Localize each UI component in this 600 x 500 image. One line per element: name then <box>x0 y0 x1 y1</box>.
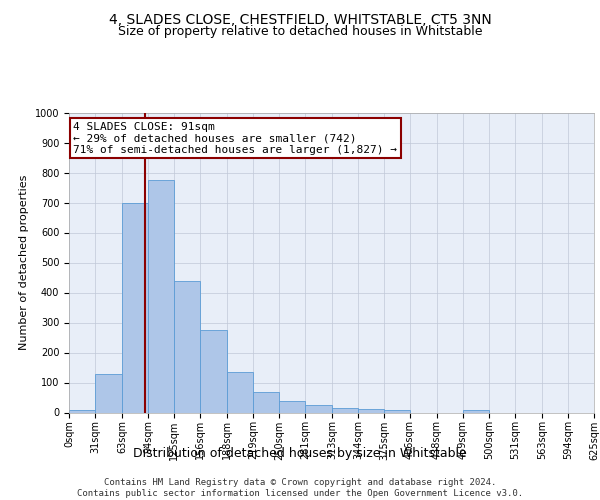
Bar <box>200 330 227 412</box>
Y-axis label: Number of detached properties: Number of detached properties <box>19 175 29 350</box>
Text: Distribution of detached houses by size in Whitstable: Distribution of detached houses by size … <box>133 448 467 460</box>
Bar <box>384 410 410 412</box>
Bar <box>332 408 358 412</box>
Bar <box>227 372 253 412</box>
Bar <box>95 374 122 412</box>
Text: Contains HM Land Registry data © Crown copyright and database right 2024.
Contai: Contains HM Land Registry data © Crown c… <box>77 478 523 498</box>
Bar <box>122 202 148 412</box>
Text: 4, SLADES CLOSE, CHESTFIELD, WHITSTABLE, CT5 3NN: 4, SLADES CLOSE, CHESTFIELD, WHITSTABLE,… <box>109 12 491 26</box>
Bar <box>148 180 174 412</box>
Bar <box>358 409 384 412</box>
Text: 4 SLADES CLOSE: 91sqm
← 29% of detached houses are smaller (742)
71% of semi-det: 4 SLADES CLOSE: 91sqm ← 29% of detached … <box>73 122 397 154</box>
Bar <box>305 404 332 412</box>
Bar <box>463 410 489 412</box>
Bar <box>253 392 279 412</box>
Bar <box>279 400 305 412</box>
Text: Size of property relative to detached houses in Whitstable: Size of property relative to detached ho… <box>118 25 482 38</box>
Bar <box>174 280 200 412</box>
Bar <box>69 410 95 412</box>
